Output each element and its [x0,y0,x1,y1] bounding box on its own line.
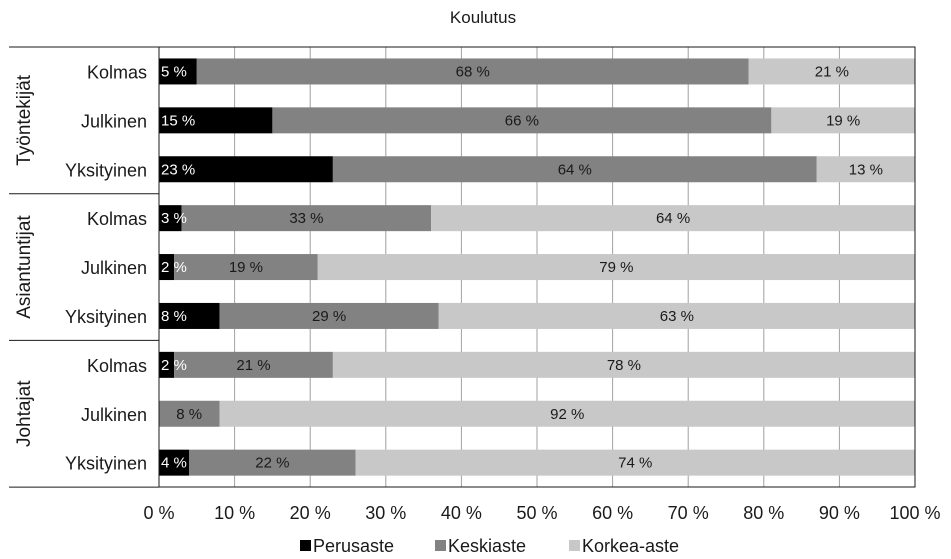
x-tick-label: 40 % [441,503,482,523]
data-label: 21 % [236,357,270,374]
x-tick-label: 70 % [668,503,709,523]
data-label: 64 % [558,161,592,178]
data-label: 3 % [161,210,187,227]
category-label: Yksityinen [65,454,147,474]
data-label: 79 % [599,259,633,276]
x-tick-label: 60 % [592,503,633,523]
data-label: 8 % [176,406,202,423]
data-label: 64 % [656,210,690,227]
bar-korkea-aste [332,351,915,378]
bar-keskiaste [219,302,439,329]
category-label: Yksityinen [65,307,147,327]
bar-keskiaste [174,351,333,378]
x-tick-label: 30 % [365,503,406,523]
data-labels: 5 % 68 % 21 % 15 % 66 % 19 % 23 % 64 % 13 % 3 % 33… [161,63,883,471]
x-tick-label: 20 % [290,503,331,523]
data-label: 2 % [161,259,187,276]
legend-label: Perusaste [313,536,394,556]
data-label: 15 % [161,112,195,129]
chart-title: Koulutus [450,8,516,27]
bar-keskiaste [181,205,432,232]
category-label: Kolmas [87,356,147,376]
data-label: 21 % [815,63,849,80]
data-label: 23 % [161,161,195,178]
legend-swatch [569,540,580,551]
bar-korkea-aste [771,107,915,134]
group-label: Työntekijät [14,74,35,166]
x-axis-tick-labels: 0 % 10 % 20 % 30 % 40 % 50 % 60 % 70 % 80 % 90 % 1… [143,503,940,523]
data-label: 19 % [826,112,860,129]
bar-keskiaste [189,449,356,476]
bar-perusaste [159,107,273,134]
data-label: 13 % [849,161,883,178]
bar-korkea-aste [748,58,915,85]
data-label: 4 % [161,455,187,472]
bar-perusaste [159,156,333,183]
bar-keskiaste [159,400,220,427]
category-label: Julkinen [81,111,147,131]
data-label: 5 % [161,63,187,80]
category-labels: Kolmas Julkinen Yksityinen Kolmas Julkinen Yk… [65,62,147,473]
bar-korkea-aste [438,302,915,329]
legend-swatch [300,540,311,551]
bar-perusaste [159,449,190,476]
bar-korkea-aste [816,156,915,183]
data-label: 2 % [161,357,187,374]
data-label: 66 % [505,112,539,129]
data-label: 78 % [607,357,641,374]
x-tick-label: 0 % [143,503,174,523]
bar-perusaste [159,58,197,85]
category-label: Kolmas [87,62,147,82]
plot-border [158,46,916,488]
data-label: 29 % [312,308,346,325]
x-tick-label: 10 % [214,503,255,523]
data-label: 74 % [618,455,652,472]
bar-keskiaste [174,254,318,281]
data-label: 92 % [550,406,584,423]
group-labels: Työntekijät Asiantuntijat Johtajat [14,74,35,447]
x-tick-label: 50 % [516,503,557,523]
category-label: Julkinen [81,258,147,278]
axis-frame [9,46,916,488]
data-label: 19 % [229,259,263,276]
group-label: Asiantuntijat [14,215,35,319]
category-label: Julkinen [81,405,147,425]
category-label: Kolmas [87,209,147,229]
legend-label: Keskiaste [448,536,526,556]
bar-keskiaste [196,58,749,85]
data-label: 22 % [255,455,289,472]
legend-swatch [435,540,446,551]
bars [159,58,916,476]
bar-korkea-aste [355,449,915,476]
bar-perusaste [159,302,220,329]
bar-perusaste [159,351,175,378]
bar-korkea-aste [431,205,915,232]
category-label: Yksityinen [65,160,147,180]
bar-keskiaste [272,107,772,134]
data-label: 68 % [456,63,490,80]
bar-keskiaste [332,156,817,183]
legend: Perusaste Keskiaste Korkea-aste [300,536,679,556]
x-tick-label: 90 % [819,503,860,523]
x-tick-label: 80 % [743,503,784,523]
bar-perusaste [159,205,182,232]
group-label: Johtajat [14,380,35,447]
x-tick-label: 100 % [889,503,940,523]
legend-label: Korkea-aste [582,536,679,556]
bar-korkea-aste [219,400,916,427]
bar-perusaste [159,254,175,281]
data-label: 8 % [161,308,187,325]
data-label: 33 % [289,210,323,227]
bar-korkea-aste [317,254,915,281]
data-label: 63 % [660,308,694,325]
